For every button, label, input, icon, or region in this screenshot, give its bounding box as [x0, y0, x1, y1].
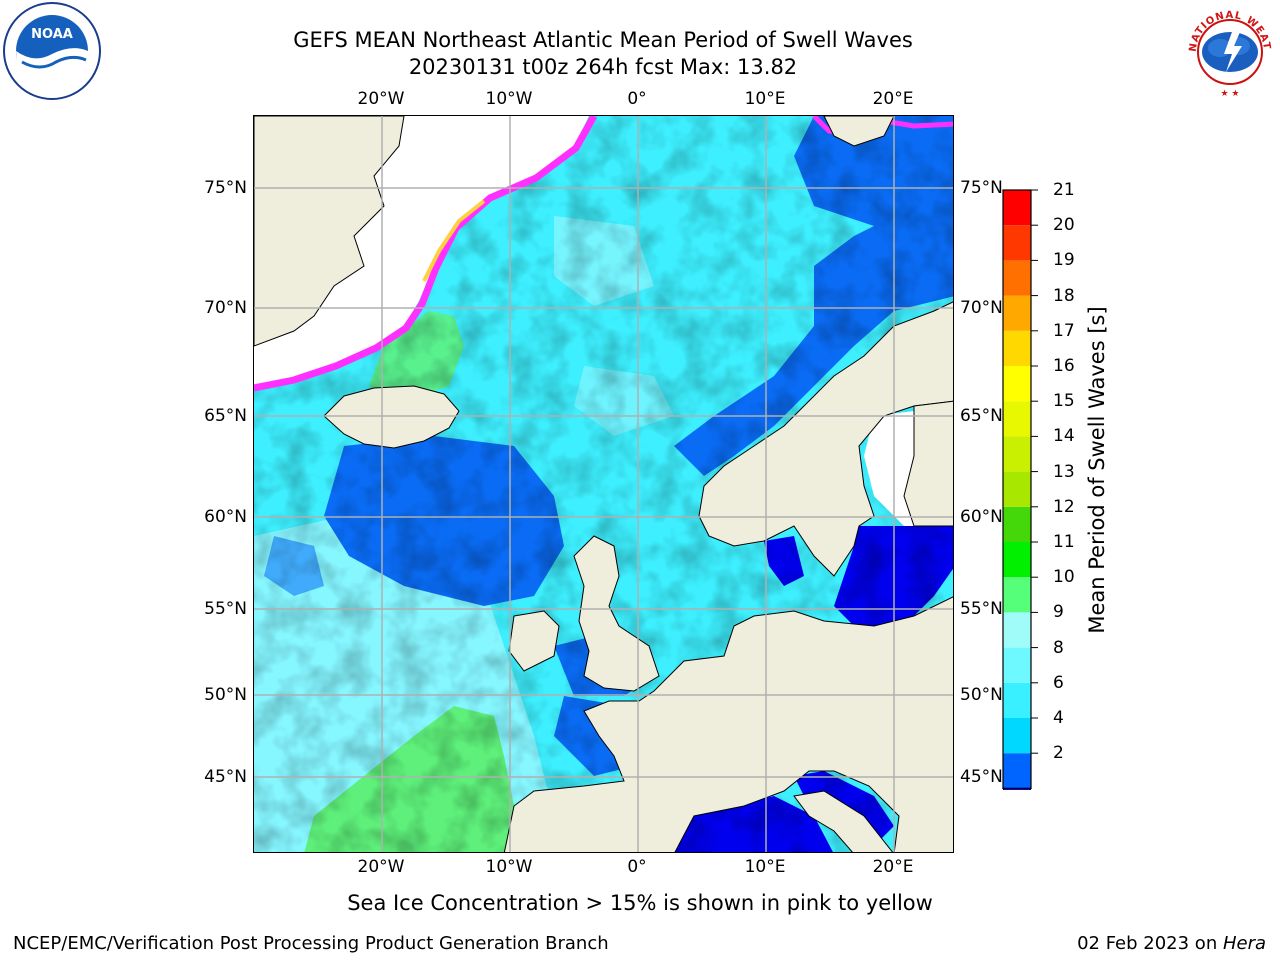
lon-label-top-20e: 20°E	[872, 89, 914, 109]
lon-label-bottom-10w: 10°W	[485, 857, 533, 877]
lon-label-bottom-20e: 20°E	[872, 857, 914, 877]
lat-label-right-60n: 60°N	[960, 507, 1003, 527]
land-italy	[793, 790, 894, 852]
colorbar-tick-label: 14	[1053, 426, 1075, 447]
colorbar-tick-label: 13	[1053, 461, 1075, 482]
lat-label-left-55n: 55°N	[204, 599, 247, 619]
lat-label-left-75n: 75°N	[204, 178, 247, 198]
lat-label-right-65n: 65°N	[960, 406, 1003, 426]
colorbar-segment	[1003, 330, 1031, 366]
colorbar	[995, 180, 1055, 818]
map-canvas	[254, 116, 953, 852]
colorbar-segment	[1003, 471, 1031, 507]
colorbar-tick-label: 15	[1053, 391, 1075, 412]
lat-label-right-75n: 75°N	[960, 178, 1003, 198]
noaa-abbr: NOAA	[31, 27, 73, 42]
colorbar-tick-label: 11	[1053, 532, 1075, 552]
graticule	[254, 116, 953, 852]
svg-text:★ ★: ★ ★	[1221, 89, 1240, 99]
colorbar-segment	[1003, 577, 1031, 613]
colorbar-tick-label: 16	[1053, 356, 1075, 376]
footer-date-text: 02 Feb 2023 on	[1077, 933, 1223, 954]
lon-label-bottom-20w: 20°W	[357, 857, 405, 877]
colorbar-tick-label: 6	[1053, 672, 1064, 693]
colorbar-tick-label: 2	[1053, 743, 1064, 764]
colorbar-tick-label: 18	[1053, 285, 1075, 306]
colorbar-svg	[1002, 189, 1038, 818]
lon-label-bottom-10e: 10°E	[744, 857, 786, 877]
colorbar-tick-label: 10	[1053, 567, 1075, 588]
colorbar-segment	[1003, 260, 1031, 296]
colorbar-tick-label: 12	[1053, 496, 1075, 517]
lon-label-top-10e: 10°E	[744, 89, 786, 109]
colorbar-segment	[1003, 612, 1031, 648]
lon-label-bottom-0: 0°	[627, 857, 647, 877]
lat-label-right-45n: 45°N	[960, 767, 1003, 787]
footer-date: 02 Feb 2023 on Hera	[1077, 933, 1266, 954]
colorbar-label: Mean Period of Swell Waves [s]	[1085, 306, 1109, 634]
lat-label-left-70n: 70°N	[204, 298, 247, 318]
land-iceland	[323, 385, 460, 449]
lat-label-right-70n: 70°N	[960, 298, 1003, 318]
colorbar-outline	[1002, 189, 1032, 790]
colorbar-segment	[1003, 506, 1031, 542]
land-ireland	[508, 610, 560, 672]
land-scandinavia	[698, 301, 953, 577]
lat-label-right-55n: 55°N	[960, 599, 1003, 619]
lat-label-left-65n: 65°N	[204, 406, 247, 426]
lon-label-top-0: 0°	[627, 89, 647, 109]
colorbar-segment	[1003, 225, 1031, 261]
sea-ice-caption: Sea Ice Concentration > 15% is shown in …	[347, 891, 933, 915]
lon-label-top-20w: 20°W	[357, 89, 405, 109]
colorbar-tick-label: 21	[1053, 180, 1075, 200]
lat-label-left-45n: 45°N	[204, 767, 247, 787]
lon-label-top-10w: 10°W	[485, 89, 533, 109]
footer-host: Hera	[1222, 933, 1266, 954]
swell-period-map	[253, 115, 954, 853]
colorbar-segment	[1003, 753, 1031, 789]
chart-subtitle: 20230131 t00z 264h fcst Max: 13.82	[408, 55, 798, 79]
colorbar-tick-label: 19	[1053, 250, 1075, 271]
colorbar-tick-label: 4	[1053, 708, 1064, 728]
lat-label-left-60n: 60°N	[204, 507, 247, 527]
colorbar-segment	[1003, 190, 1031, 226]
colorbar-tick-label: 9	[1053, 602, 1064, 623]
land-continental-europe	[503, 596, 953, 852]
sea-ice-edge	[254, 116, 598, 392]
colorbar-segment	[1003, 682, 1031, 718]
colorbar-tick-label: 8	[1053, 637, 1064, 658]
colorbar-segment	[1003, 647, 1031, 683]
noaa-logo: NOAA	[0, 2, 104, 106]
colorbar-segment	[1003, 401, 1031, 437]
colorbar-segment	[1003, 436, 1031, 472]
colorbar-tick-label: 17	[1053, 320, 1075, 341]
chart-title: GEFS MEAN Northeast Atlantic Mean Period…	[293, 28, 913, 52]
sea-ice-yellow-fringe	[422, 199, 486, 282]
colorbar-segment	[1003, 295, 1031, 331]
lat-label-right-50n: 50°N	[960, 685, 1003, 705]
colorbar-segment	[1003, 366, 1031, 402]
land-greenland	[254, 116, 405, 347]
colorbar-tick-label: 20	[1053, 215, 1075, 236]
lat-label-left-50n: 50°N	[204, 685, 247, 705]
colorbar-segment	[1003, 542, 1031, 578]
nws-logo: NATIONAL WEATHER SERVICE ★ ★	[1175, 0, 1280, 106]
land-svalbard	[823, 116, 895, 147]
land-finland	[903, 400, 953, 527]
colorbar-segment	[1003, 718, 1031, 754]
footer-credit: NCEP/EMC/Verification Post Processing Pr…	[13, 933, 609, 954]
